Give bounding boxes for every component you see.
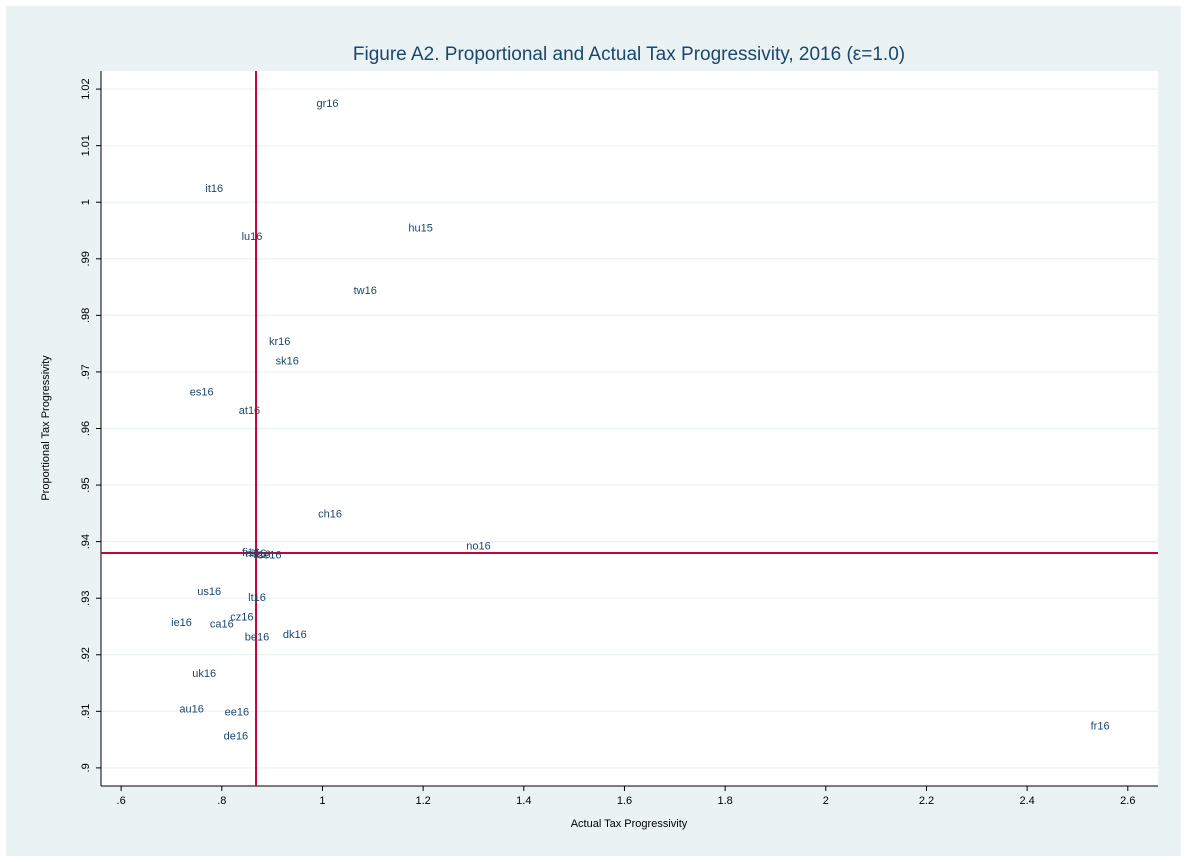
y-tick-label: .95 bbox=[80, 477, 92, 492]
y-tick-label: .98 bbox=[80, 308, 92, 323]
point-label-nl16: nl16 bbox=[246, 548, 267, 560]
point-label-cz16: cz16 bbox=[230, 611, 253, 623]
x-tick-label: 1.6 bbox=[617, 795, 632, 807]
point-label-be16: be16 bbox=[245, 632, 269, 644]
x-tick-label: .6 bbox=[117, 795, 126, 807]
point-label-de16: de16 bbox=[224, 731, 248, 743]
y-tick-label: .99 bbox=[80, 251, 92, 266]
point-label-gr16: gr16 bbox=[316, 98, 338, 110]
y-tick-label: .9 bbox=[80, 763, 92, 772]
grid-lines bbox=[101, 88, 1158, 769]
point-label-il16: il16 bbox=[254, 549, 271, 561]
point-label-fr16: fr16 bbox=[1091, 720, 1110, 732]
y-tick-label: 1.01 bbox=[80, 135, 92, 156]
point-label-tw16: tw16 bbox=[354, 285, 377, 297]
reference-lines bbox=[101, 71, 1158, 786]
point-label-fi16: fi16 bbox=[242, 547, 260, 559]
point-label-no16: no16 bbox=[466, 541, 490, 553]
point-label-lt16: lt16 bbox=[248, 592, 266, 604]
x-tick-label: 2.2 bbox=[919, 795, 934, 807]
point-labels: gr16 it16 hu15 lu16 tw16 kr16 sk16 es16 at16 ch16… bbox=[171, 98, 1109, 742]
point-label-ch16: ch16 bbox=[318, 508, 342, 520]
y-tick-label: .97 bbox=[80, 364, 92, 379]
point-label-lu16: lu16 bbox=[242, 231, 263, 243]
chart-frame: .9 .91 .92 .93 .94 .95 .96 .97 .98 .99 1 1.01 1.02 .6… bbox=[6, 6, 1181, 856]
point-label-au16: au16 bbox=[179, 704, 203, 716]
y-tick-label: .92 bbox=[80, 647, 92, 662]
x-tick-label: 2 bbox=[823, 795, 829, 807]
point-label-sk16: sk16 bbox=[276, 356, 299, 368]
y-tick-label: 1 bbox=[80, 199, 92, 205]
point-label-ca16: ca16 bbox=[210, 619, 234, 631]
point-label-kr16: kr16 bbox=[269, 336, 290, 348]
x-tick-label: 2.4 bbox=[1019, 795, 1034, 807]
x-tick-label: .8 bbox=[217, 795, 226, 807]
scatter-chart: .9 .91 .92 .93 .94 .95 .96 .97 .98 .99 1 1.01 1.02 .6… bbox=[40, 44, 1158, 830]
point-label-ee16: ee16 bbox=[225, 706, 249, 718]
point-label-hu15: hu15 bbox=[408, 223, 432, 235]
x-tick-label: 2.6 bbox=[1120, 795, 1135, 807]
x-tick-label: 1.8 bbox=[717, 795, 732, 807]
chart-title: Figure A2. Proportional and Actual Tax P… bbox=[353, 44, 905, 65]
point-label-se16: se16 bbox=[258, 550, 282, 562]
y-axis-title: Proportional Tax Progressivity bbox=[40, 355, 52, 501]
point-label-uk16: uk16 bbox=[192, 668, 216, 680]
y-tick-label: .91 bbox=[80, 704, 92, 719]
x-tick-label: 1 bbox=[319, 795, 325, 807]
point-label-at16: at16 bbox=[239, 405, 260, 417]
x-tick-label: 1.4 bbox=[516, 795, 531, 807]
point-label-ie16: ie16 bbox=[171, 617, 192, 629]
axes: .9 .91 .92 .93 .94 .95 .96 .97 .98 .99 1 1.01 1.02 .6… bbox=[80, 71, 1158, 807]
x-axis-title: Actual Tax Progressivity bbox=[571, 818, 688, 830]
y-tick-label: .94 bbox=[80, 534, 92, 549]
y-tick-label: 1.02 bbox=[80, 78, 92, 99]
point-label-dk16: dk16 bbox=[283, 629, 307, 641]
point-label-es16: es16 bbox=[190, 387, 214, 399]
y-tick-label: .96 bbox=[80, 421, 92, 436]
x-tick-label: 1.2 bbox=[415, 795, 430, 807]
point-label-us16: us16 bbox=[197, 586, 221, 598]
y-tick-label: .93 bbox=[80, 591, 92, 606]
point-label-it16: it16 bbox=[205, 183, 223, 195]
